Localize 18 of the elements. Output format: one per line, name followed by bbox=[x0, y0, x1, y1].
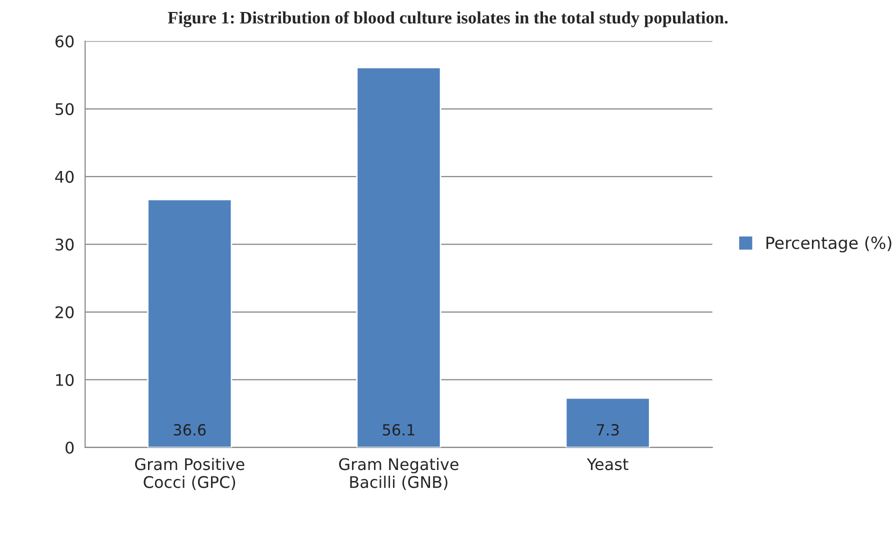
data-label: 7.3 bbox=[596, 424, 619, 436]
y-tick-label: 10 bbox=[56, 374, 74, 386]
y-tick-label: 20 bbox=[56, 306, 74, 318]
data-label: 56.1 bbox=[382, 424, 414, 436]
y-tick-label: 30 bbox=[56, 238, 74, 251]
legend-label: Percentage (%) bbox=[766, 236, 892, 252]
y-tick-label: 40 bbox=[55, 170, 74, 183]
bar bbox=[565, 397, 650, 448]
x-tick-label: Gram Positive Cocci (GPC) bbox=[135, 458, 244, 490]
x-tick-label: Gram Negative Bacilli (GNB) bbox=[339, 458, 458, 490]
y-tick-label: 60 bbox=[55, 35, 74, 48]
data-label: 36.6 bbox=[174, 424, 206, 436]
y-tick-label: 50 bbox=[56, 103, 74, 116]
bar bbox=[356, 66, 442, 448]
bar bbox=[147, 198, 232, 448]
x-tick-label: Yeast bbox=[586, 458, 628, 470]
y-tick-label: 0 bbox=[66, 442, 74, 454]
chart-title: Figure 1: Distribution of blood culture isolates in the total study population. bbox=[168, 11, 728, 28]
